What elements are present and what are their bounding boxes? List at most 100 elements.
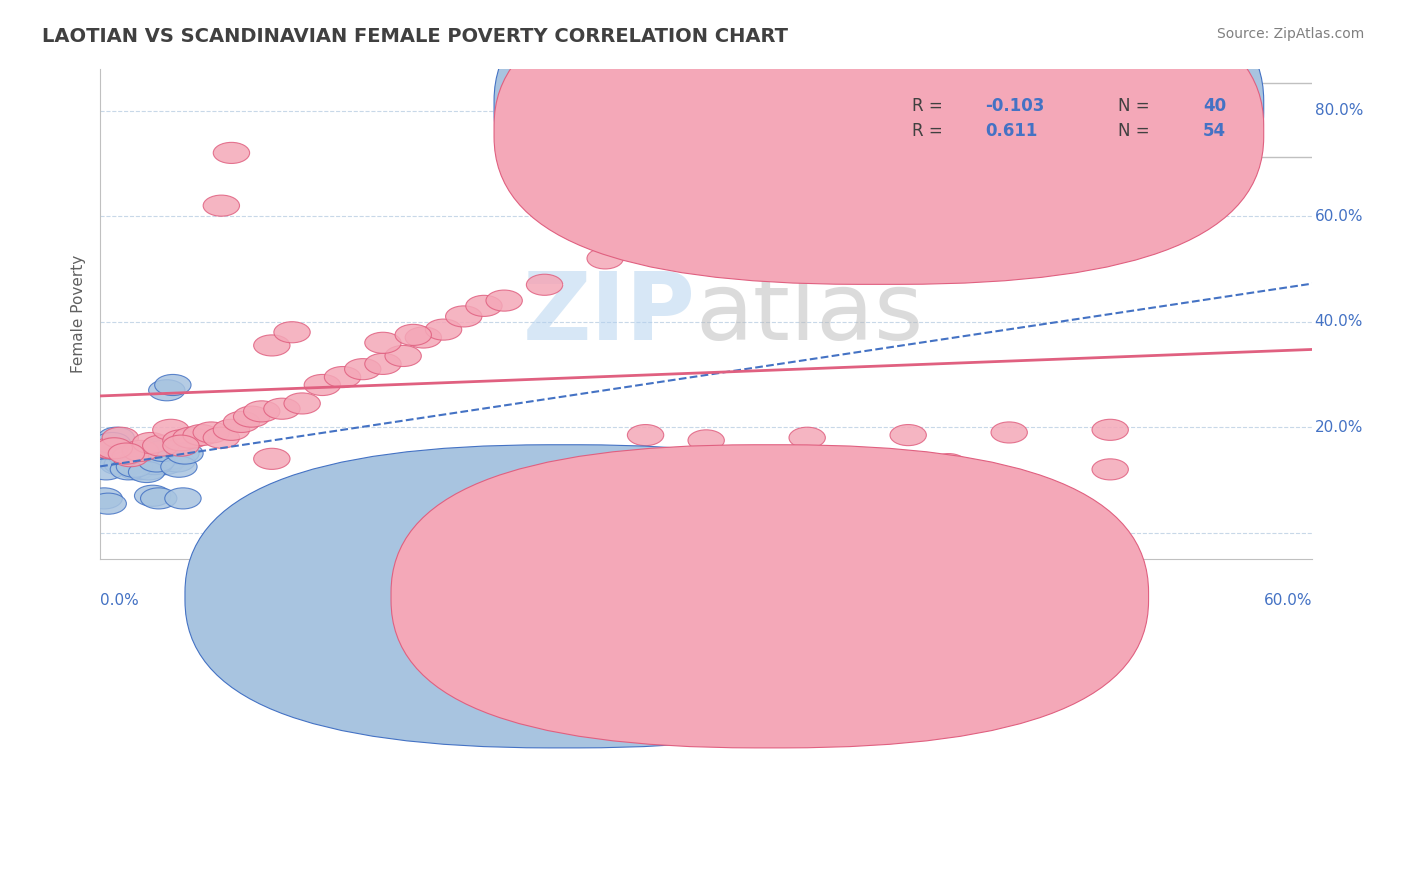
Ellipse shape <box>110 458 146 480</box>
Ellipse shape <box>253 334 290 356</box>
Ellipse shape <box>849 458 886 480</box>
Ellipse shape <box>136 453 173 475</box>
Ellipse shape <box>202 195 239 216</box>
Ellipse shape <box>107 443 142 464</box>
Ellipse shape <box>214 419 250 441</box>
Ellipse shape <box>364 332 401 353</box>
Ellipse shape <box>586 248 623 269</box>
Ellipse shape <box>122 441 159 461</box>
Ellipse shape <box>325 367 361 388</box>
Ellipse shape <box>214 143 250 163</box>
Text: Laotians: Laotians <box>585 594 650 609</box>
Ellipse shape <box>121 449 156 469</box>
Ellipse shape <box>112 453 149 475</box>
Ellipse shape <box>173 427 209 449</box>
FancyBboxPatch shape <box>494 0 1264 260</box>
Ellipse shape <box>94 433 131 453</box>
Ellipse shape <box>86 488 122 509</box>
Ellipse shape <box>849 224 886 245</box>
Text: R =: R = <box>912 122 948 140</box>
FancyBboxPatch shape <box>186 445 942 747</box>
Ellipse shape <box>344 359 381 380</box>
Ellipse shape <box>122 446 159 467</box>
Ellipse shape <box>153 419 188 441</box>
Ellipse shape <box>648 227 683 248</box>
Ellipse shape <box>153 449 188 469</box>
Ellipse shape <box>165 488 201 509</box>
Ellipse shape <box>131 458 167 480</box>
Ellipse shape <box>96 441 132 461</box>
FancyBboxPatch shape <box>494 0 1264 285</box>
Ellipse shape <box>145 441 181 461</box>
Ellipse shape <box>90 493 127 514</box>
Text: ZIP: ZIP <box>523 268 696 359</box>
Ellipse shape <box>160 456 197 477</box>
Ellipse shape <box>132 433 169 453</box>
Ellipse shape <box>117 456 153 477</box>
Text: Source: ZipAtlas.com: Source: ZipAtlas.com <box>1216 27 1364 41</box>
Ellipse shape <box>103 427 139 449</box>
Ellipse shape <box>124 451 160 472</box>
Ellipse shape <box>127 449 163 469</box>
Ellipse shape <box>159 451 195 472</box>
Ellipse shape <box>167 443 202 464</box>
Y-axis label: Female Poverty: Female Poverty <box>72 254 86 373</box>
Ellipse shape <box>627 425 664 446</box>
Ellipse shape <box>304 375 340 395</box>
Ellipse shape <box>931 453 967 475</box>
Ellipse shape <box>1092 458 1129 480</box>
Ellipse shape <box>224 411 260 433</box>
Ellipse shape <box>100 453 136 475</box>
Text: 40: 40 <box>1204 97 1226 115</box>
Ellipse shape <box>405 327 441 348</box>
Ellipse shape <box>98 427 135 449</box>
Ellipse shape <box>135 485 172 507</box>
Ellipse shape <box>139 451 174 472</box>
Ellipse shape <box>446 306 482 327</box>
Ellipse shape <box>183 425 219 446</box>
Ellipse shape <box>91 449 128 469</box>
FancyBboxPatch shape <box>391 445 1149 747</box>
Ellipse shape <box>141 488 177 509</box>
Text: 54: 54 <box>1204 122 1226 140</box>
Ellipse shape <box>118 458 155 480</box>
Ellipse shape <box>96 438 132 458</box>
Text: 60.0%: 60.0% <box>1315 209 1364 224</box>
Ellipse shape <box>426 319 461 340</box>
Ellipse shape <box>132 441 169 461</box>
Ellipse shape <box>142 438 179 458</box>
Text: -0.103: -0.103 <box>986 97 1045 115</box>
Ellipse shape <box>142 435 179 456</box>
Ellipse shape <box>114 443 150 464</box>
Ellipse shape <box>465 451 502 472</box>
Text: atlas: atlas <box>695 268 924 359</box>
Ellipse shape <box>108 446 145 467</box>
Text: 0.0%: 0.0% <box>100 593 139 608</box>
Ellipse shape <box>890 425 927 446</box>
Text: R =: R = <box>912 97 948 115</box>
Text: N =: N = <box>1118 122 1156 140</box>
Text: N =: N = <box>1118 97 1156 115</box>
Ellipse shape <box>486 290 523 311</box>
Ellipse shape <box>1092 419 1129 441</box>
Ellipse shape <box>89 458 124 480</box>
Text: 0.611: 0.611 <box>986 122 1038 140</box>
Text: 20.0%: 20.0% <box>1315 419 1362 434</box>
Ellipse shape <box>284 392 321 414</box>
Ellipse shape <box>526 274 562 295</box>
Ellipse shape <box>91 438 128 458</box>
Ellipse shape <box>688 430 724 451</box>
Ellipse shape <box>465 295 502 317</box>
Ellipse shape <box>233 406 270 427</box>
Ellipse shape <box>264 398 299 419</box>
Text: 40.0%: 40.0% <box>1315 314 1362 329</box>
Ellipse shape <box>395 325 432 345</box>
Ellipse shape <box>163 430 200 451</box>
Ellipse shape <box>789 427 825 449</box>
Ellipse shape <box>163 435 200 456</box>
Ellipse shape <box>146 453 183 475</box>
Ellipse shape <box>193 422 229 443</box>
Ellipse shape <box>108 443 145 464</box>
Ellipse shape <box>243 401 280 422</box>
Ellipse shape <box>385 345 422 367</box>
